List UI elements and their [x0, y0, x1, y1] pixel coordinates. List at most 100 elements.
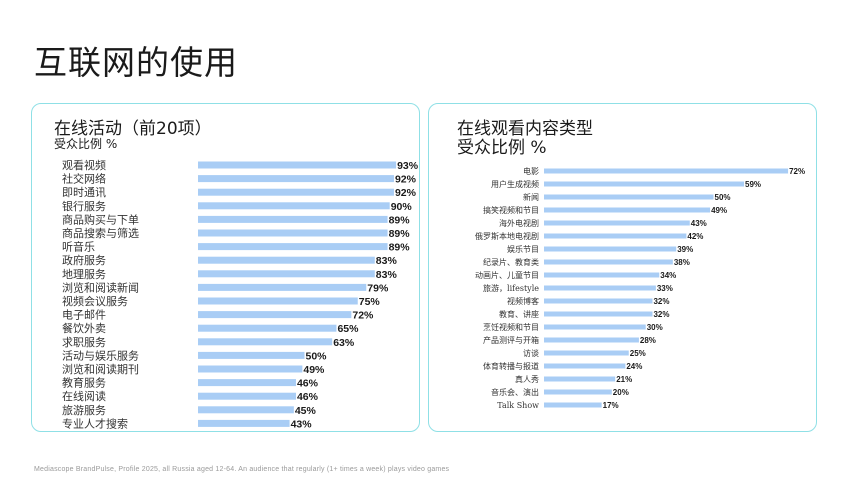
value-label-1-10: 32%	[653, 297, 669, 306]
category-label-0-2: 即时通讯	[62, 186, 106, 199]
value-label-0-8: 83%	[376, 269, 398, 281]
content-types-bar-chart: 电影 72% 用户生成视频 59% 新闻 50% 搞笑视频和节目 49% 海外电视剧 43% 俄罗斯…	[475, 166, 805, 410]
bar-0-1	[198, 175, 394, 183]
value-label-1-5: 42%	[687, 232, 703, 241]
value-label-0-5: 89%	[389, 228, 411, 240]
value-label-0-15: 49%	[303, 364, 325, 376]
value-label-1-9: 33%	[657, 284, 673, 293]
value-label-1-18: 17%	[603, 401, 619, 410]
bar-1-10	[544, 298, 653, 304]
bar-1-12	[544, 324, 646, 330]
category-label-1-1: 用户生成视频	[491, 179, 539, 189]
bar-0-17	[198, 392, 296, 400]
value-label-0-7: 83%	[376, 255, 398, 267]
bar-1-8	[544, 272, 660, 278]
value-label-1-17: 20%	[613, 388, 629, 397]
value-label-0-6: 89%	[389, 242, 411, 254]
bar-1-15	[544, 363, 626, 369]
category-label-1-4: 海外电视剧	[499, 218, 539, 228]
bar-1-0	[544, 168, 789, 174]
bar-0-8	[198, 270, 375, 278]
bar-0-13	[198, 338, 333, 346]
bar-1-16	[544, 376, 616, 382]
bar-0-6	[198, 243, 388, 251]
bar-1-13	[544, 337, 639, 343]
value-label-1-16: 21%	[616, 375, 632, 384]
bar-0-10	[198, 297, 358, 305]
value-label-0-10: 75%	[359, 296, 381, 308]
value-label-0-2: 92%	[395, 187, 417, 199]
bar-1-11	[544, 311, 653, 317]
online-activities-bar-chart: 观看视频 93% 社交网络 92% 即时通讯 92% 银行服务 90% 商品购买与下单 89% 商品…	[62, 158, 419, 430]
value-label-1-2: 50%	[715, 193, 731, 202]
category-label-0-5: 商品搜索与筛选	[62, 226, 139, 240]
category-label-1-7: 纪录片、教育类	[483, 257, 539, 267]
category-label-1-16: 真人秀	[515, 374, 539, 384]
value-label-1-12: 30%	[647, 323, 663, 332]
category-label-0-11: 电子邮件	[62, 309, 106, 322]
value-label-0-1: 92%	[395, 174, 417, 186]
value-label-1-3: 49%	[711, 206, 727, 215]
category-label-1-8: 动画片、儿童节目	[475, 270, 539, 280]
bar-0-14	[198, 351, 305, 359]
bar-0-15	[198, 365, 303, 373]
bar-0-2	[198, 188, 394, 196]
value-label-1-8: 34%	[660, 271, 676, 280]
category-label-1-0: 电影	[523, 166, 539, 176]
value-label-0-0: 93%	[397, 160, 419, 172]
category-label-0-6: 听音乐	[62, 240, 95, 254]
bar-1-5	[544, 233, 687, 239]
category-label-0-4: 商品购买与下单	[62, 212, 139, 226]
value-label-0-14: 50%	[306, 350, 328, 362]
bar-1-2	[544, 194, 714, 200]
category-label-1-11: 教育、讲座	[499, 309, 539, 319]
value-label-0-12: 65%	[337, 323, 359, 335]
category-label-0-7: 政府服务	[62, 253, 106, 267]
bar-0-9	[198, 283, 367, 291]
category-label-0-10: 视频会议服务	[62, 294, 128, 308]
bar-1-18	[544, 402, 602, 408]
online-activities-subtitle: 受众比例 %	[54, 137, 118, 151]
value-label-1-15: 24%	[626, 362, 642, 371]
category-label-0-1: 社交网络	[62, 172, 106, 186]
value-label-1-11: 32%	[653, 310, 669, 319]
bar-1-17	[544, 389, 612, 395]
category-label-0-0: 观看视频	[62, 158, 106, 172]
bar-1-9	[544, 285, 656, 291]
bar-1-4	[544, 220, 690, 226]
category-label-1-12: 烹饪视频和节目	[483, 322, 539, 332]
bar-0-16	[198, 379, 296, 387]
bar-0-11	[198, 311, 352, 319]
category-label-0-18: 旅游服务	[62, 403, 106, 417]
bar-0-18	[198, 406, 294, 414]
value-label-0-16: 46%	[297, 378, 319, 390]
category-label-0-3: 银行服务	[62, 199, 106, 213]
bar-1-14	[544, 350, 629, 356]
bar-0-0	[198, 161, 397, 169]
category-label-1-2: 新闻	[523, 192, 539, 202]
category-label-1-5: 俄罗斯本地电视剧	[475, 231, 539, 241]
value-label-1-13: 28%	[640, 336, 656, 345]
category-label-0-15: 浏览和阅读期刊	[62, 362, 139, 376]
category-label-0-8: 地理服务	[62, 268, 106, 281]
content-types-subtitle: 受众比例 %	[457, 138, 547, 158]
category-label-1-3: 搞笑视频和节目	[483, 205, 539, 215]
value-label-1-7: 38%	[674, 258, 690, 267]
category-label-0-16: 教育服务	[62, 376, 106, 390]
category-label-1-6: 娱乐节目	[507, 244, 539, 254]
value-label-0-4: 89%	[389, 214, 411, 226]
value-label-1-14: 25%	[630, 349, 646, 358]
bar-0-5	[198, 229, 388, 237]
category-label-0-9: 浏览和阅读新闻	[62, 280, 139, 294]
page-title: 互联网的使用	[34, 43, 238, 82]
source-footnote: Mediascope BrandPulse, Profile 2025, all…	[34, 466, 450, 473]
category-label-1-9: 旅游，lifestyle	[483, 283, 539, 293]
bar-0-7	[198, 256, 375, 264]
category-label-1-14: 访谈	[523, 348, 539, 358]
bar-1-1	[544, 181, 745, 187]
content-types-title: 在线观看内容类型	[457, 119, 593, 139]
bar-0-4	[198, 215, 388, 223]
bar-1-7	[544, 259, 673, 265]
category-label-0-14: 活动与娱乐服务	[62, 348, 139, 362]
value-label-1-4: 43%	[691, 219, 707, 228]
